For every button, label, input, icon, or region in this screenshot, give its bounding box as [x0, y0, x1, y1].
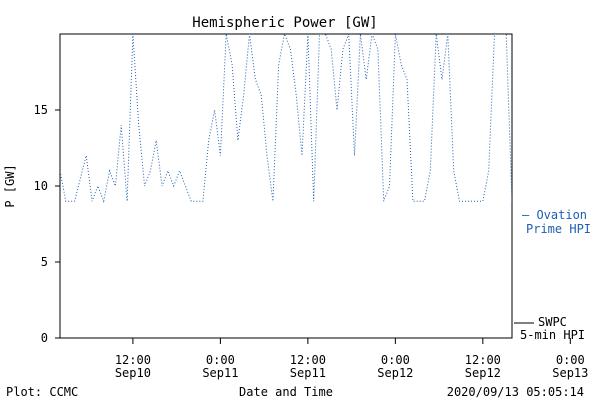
x-tick-date-2: Sep11	[290, 366, 326, 380]
y-tick-label-5: 5	[41, 255, 48, 269]
series-line-0	[60, 34, 512, 204]
x-tick-time-2: 12:00	[290, 353, 326, 367]
y-tick-label-0: 0	[41, 331, 48, 345]
x-tick-date-5: Sep13	[552, 366, 588, 380]
plot-frame	[59, 33, 513, 339]
legend-ovation-line1: — Ovation	[522, 208, 587, 222]
legend-ovation-line2: Prime HPI	[526, 222, 591, 236]
x-tick-date-4: Sep12	[465, 366, 501, 380]
y-axis: 0 5 10 15	[34, 103, 60, 345]
x-tick-time-3: 0:00	[381, 353, 410, 367]
x-tick-time-0: 12:00	[115, 353, 151, 367]
x-tick-time-1: 0:00	[206, 353, 235, 367]
footer-timestamp: 2020/09/13 05:05:14	[447, 385, 584, 399]
chart-title: Hemispheric Power [GW]	[192, 15, 377, 31]
x-tick-date-3: Sep12	[377, 366, 413, 380]
series-layer	[60, 34, 512, 204]
x-axis-label: Date and Time	[239, 385, 333, 399]
x-tick-date-0: Sep10	[115, 366, 151, 380]
y-tick-label-10: 10	[34, 179, 48, 193]
x-axis: 12:00Sep100:00Sep1112:00Sep110:00Sep1212…	[115, 338, 588, 380]
legend-swpc-line1: SWPC	[538, 315, 567, 329]
y-axis-label: P [GW]	[3, 164, 17, 207]
footer-source: Plot: CCMC	[6, 385, 78, 399]
y-tick-label-15: 15	[34, 103, 48, 117]
legend-swpc-line2: 5-min HPI	[520, 328, 585, 342]
x-tick-date-1: Sep11	[202, 366, 238, 380]
x-tick-time-5: 0:00	[556, 353, 585, 367]
x-tick-time-4: 12:00	[465, 353, 501, 367]
